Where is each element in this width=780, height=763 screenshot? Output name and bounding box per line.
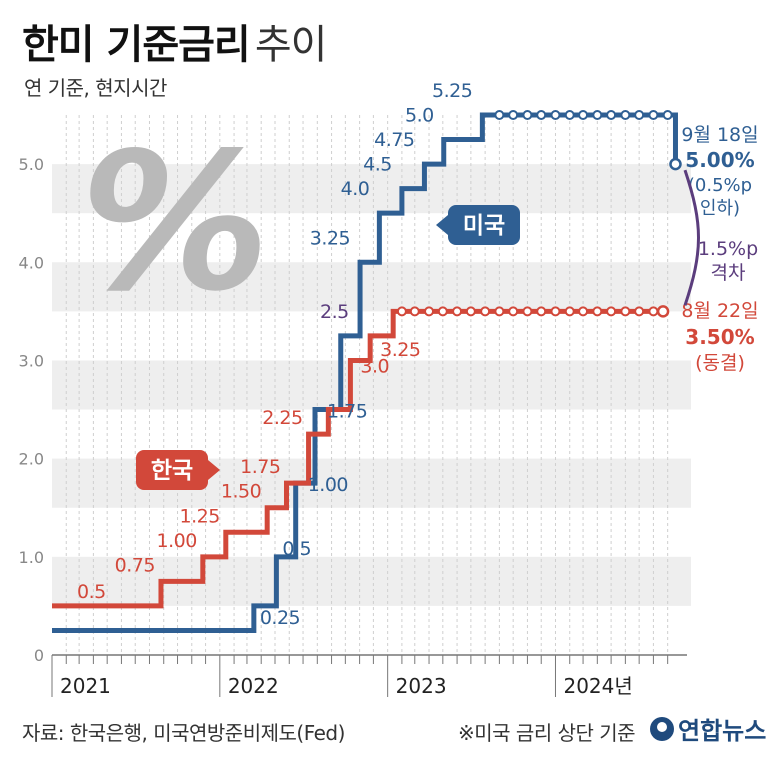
hold-marker [550,110,561,120]
us-end-value: 5.00% [685,148,754,172]
hold-marker [494,110,505,120]
korea-end-value: 3.50% [685,325,754,349]
us-end-date: 9월 18일 [681,124,758,146]
korea-end-date: 8월 22일 [681,300,758,322]
rate-label: 3.25 [380,339,420,361]
hold-marker [564,110,575,120]
hold-marker [564,306,575,317]
hold-marker [606,110,617,120]
rate-label: 1.50 [221,481,261,503]
y-tick-label: 2.0 [19,450,44,469]
grid-band [52,164,691,214]
series-line-0 [52,112,678,633]
us-end-note2: 인하) [700,198,740,219]
hold-marker [465,306,476,317]
hold-marker [396,306,407,317]
rate-label: 0.75 [115,554,155,576]
rate-label: 2.25 [262,407,302,429]
korea-end-note: (동결) [695,352,745,374]
percent-decoration: % [80,112,270,333]
hold-marker [424,306,435,317]
hold-marker [620,110,631,120]
hold-marker [592,110,603,120]
hold-marker [508,110,519,120]
rate-label: 0.5 [77,581,106,603]
rate-label: 5.0 [405,105,434,127]
rate-label: 3.0 [360,355,389,377]
rate-label: 1.25 [179,505,219,527]
rate-label: 4.5 [363,154,392,176]
korea-tag-box [136,450,208,490]
title-bold: 한미 기준금리 [22,22,251,68]
logo-text: 연합뉴스 [678,717,767,745]
gap-label: 격차 [711,262,746,284]
rate-label: 1.75 [240,456,280,478]
y-tick-label: 1.0 [19,548,44,567]
rate-label: 0.25 [260,607,300,629]
grid-band [52,262,691,312]
hold-marker [536,306,547,317]
series-line-1 [52,308,664,609]
gap-value: 1.5%p [698,238,758,260]
korea-tag-pointer [208,460,220,480]
rate-chart: 0 1.0 2.0 3.0 4.0 5.0 2021 2022 2023 2024년 % 0.2… [19,80,759,698]
rate-label: 2.5 [320,301,349,323]
hold-marker [508,306,519,317]
rate-label: 1.75 [327,401,367,423]
hold-marker [480,306,491,317]
hold-marker [578,110,589,120]
title-light: 추이 [254,22,328,68]
hold-marker [409,306,420,317]
rate-label: 1.00 [157,530,197,552]
rate-label: 3.25 [310,227,350,249]
x-tick-label: 2021 [60,674,111,698]
grid-band [52,360,691,410]
source-text: 자료: 한국은행, 미국연방준비제도(Fed) [22,721,345,745]
us-tag-label: 미국 [463,213,505,239]
hold-marker [620,306,631,317]
hold-marker [452,306,463,317]
y-tick-label: 4.0 [19,253,44,272]
hold-marker [592,306,603,317]
gap-bracket [683,169,700,306]
rate-label: 5.25 [432,80,472,102]
rate-label: 0.5 [282,538,311,560]
hold-marker [437,306,448,317]
y-tick-label: 5.0 [19,155,44,174]
y-tick-label: 3.0 [19,351,44,370]
hold-marker [648,306,659,317]
us-tag-box [448,205,520,245]
hold-marker [606,306,617,317]
rate-label: 4.0 [341,178,370,200]
hold-marker [662,110,673,120]
hold-marker [536,110,547,120]
hold-marker [578,306,589,317]
chart-title: 한미 기준금리 추이 [22,12,328,70]
chart-subtitle: 연 기준, 현지시간 [24,76,167,100]
footnote: ※미국 금리 상단 기준 [458,721,636,745]
x-tick-label: 2023 [396,674,447,698]
hold-marker [522,306,533,317]
us-tag-pointer [436,215,448,235]
rate-label: 4.75 [374,129,414,151]
hold-marker [522,110,533,120]
hold-marker [494,306,505,317]
rate-label: 1.00 [308,474,348,496]
end-marker [656,305,670,318]
hold-marker [648,110,659,120]
hold-marker [634,306,645,317]
x-tick-label: 2022 [228,674,279,698]
logo-icon [650,716,674,741]
end-marker [669,157,682,171]
hold-marker [634,110,645,120]
korea-tag-label: 한국 [151,458,193,484]
x-tick-label: 2024년 [563,674,632,698]
hold-marker [550,306,561,317]
us-end-note: (0.5%p [688,175,752,196]
y-tick-label: 0 [34,646,44,665]
yonhap-logo: 연합뉴스 [650,711,766,746]
